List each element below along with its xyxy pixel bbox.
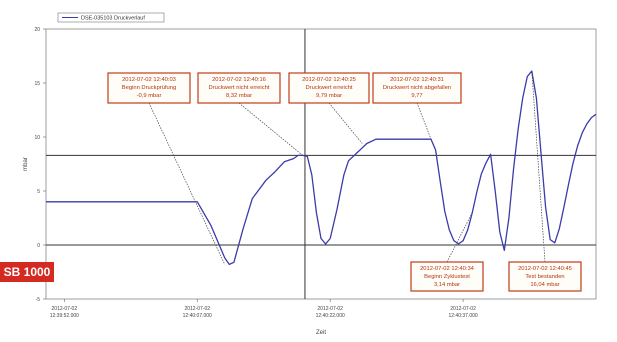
x-axis-title: Zeit (316, 330, 326, 336)
legend-entry: DSE-035103 Druckverlauf (81, 16, 145, 22)
x-tick-date: 2012-07-02 (184, 306, 210, 312)
x-tick-time: 12:40:07.000 (183, 313, 212, 319)
annotation-leader-2 (328, 102, 363, 144)
sb1000-badge: SB 1000 (0, 262, 54, 282)
annotation-label: Druckwert nicht abgefallen (383, 85, 451, 91)
annotation-leader-3 (416, 102, 432, 140)
annotation-label: 2012-07-02 12:40:34 (420, 266, 475, 272)
y-tick-label: 5 (37, 189, 40, 195)
annotations: 2012-07-02 12:40:03 Beginn Druckprüfung -0… (107, 71, 582, 292)
x-axis-ticks: 2012-07-0212:39:52.0002012-07-0212:40:07… (50, 299, 478, 319)
annotation-label: 2012-07-02 12:40:45 (518, 266, 572, 272)
annotation-box-5 (508, 261, 582, 292)
annotation-label: Druckwert nicht erreicht (209, 85, 270, 91)
annotation-box-3 (372, 72, 462, 104)
legend: DSE-035103 Druckverlauf (57, 12, 165, 23)
annotation-label: 2012-07-02 12:40:16 (212, 77, 266, 83)
y-axis-title: mbar (23, 157, 29, 171)
annotation-label: 2012-07-02 12:40:03 (122, 77, 176, 83)
x-tick-date: 2012-07-02 (450, 306, 476, 312)
annotation-label: 2012-07-02 12:40:25 (302, 77, 356, 83)
y-axis-ticks: -5 0 5 10 15 20 (34, 27, 46, 303)
annotation-box-2 (288, 72, 370, 104)
y-tick-label: 20 (34, 27, 40, 33)
annotation-box-0 (107, 72, 191, 104)
x-tick-date: 2012-07-02 (317, 306, 343, 312)
x-tick-date: 2012-07-02 (52, 306, 78, 312)
x-tick-time: 12:39:52.000 (50, 313, 79, 319)
x-tick-time: 12:40:37.000 (448, 313, 477, 319)
annotation-label: 9,77 (411, 93, 422, 99)
y-tick-label: -5 (36, 297, 41, 303)
annotation-label: 3,14 mbar (434, 282, 460, 288)
annotation-label: -0,9 mbar (137, 93, 162, 99)
legend-box (57, 12, 165, 23)
annotation-leader-5 (531, 71, 546, 263)
annotation-label: 8,32 mbar (226, 93, 252, 99)
annotation-box-1 (197, 72, 281, 104)
annotation-box-4 (410, 261, 484, 292)
annotation-label: 2012-07-02 12:40:31 (390, 77, 444, 83)
annotation-label: Druckwert erreicht (305, 85, 352, 91)
annotation-label: Beginn Druckprüfung (122, 85, 176, 91)
annotation-label: 9,79 mbar (316, 93, 342, 99)
annotation-label: Beginn Zyklustest (424, 274, 470, 280)
annotation-label: Test bestanden (525, 274, 564, 280)
series-line-druckverlauf (46, 70, 597, 266)
annotation-leader-0 (148, 102, 226, 265)
annotation-leader-1 (238, 102, 303, 156)
y-tick-label: 15 (34, 81, 40, 87)
y-tick-label: 0 (37, 243, 40, 249)
annotation-leader-4 (446, 212, 473, 263)
annotation-label: 16,04 mbar (530, 282, 559, 288)
x-tick-time: 12:40:22.000 (316, 313, 345, 319)
y-tick-label: 10 (34, 135, 40, 141)
